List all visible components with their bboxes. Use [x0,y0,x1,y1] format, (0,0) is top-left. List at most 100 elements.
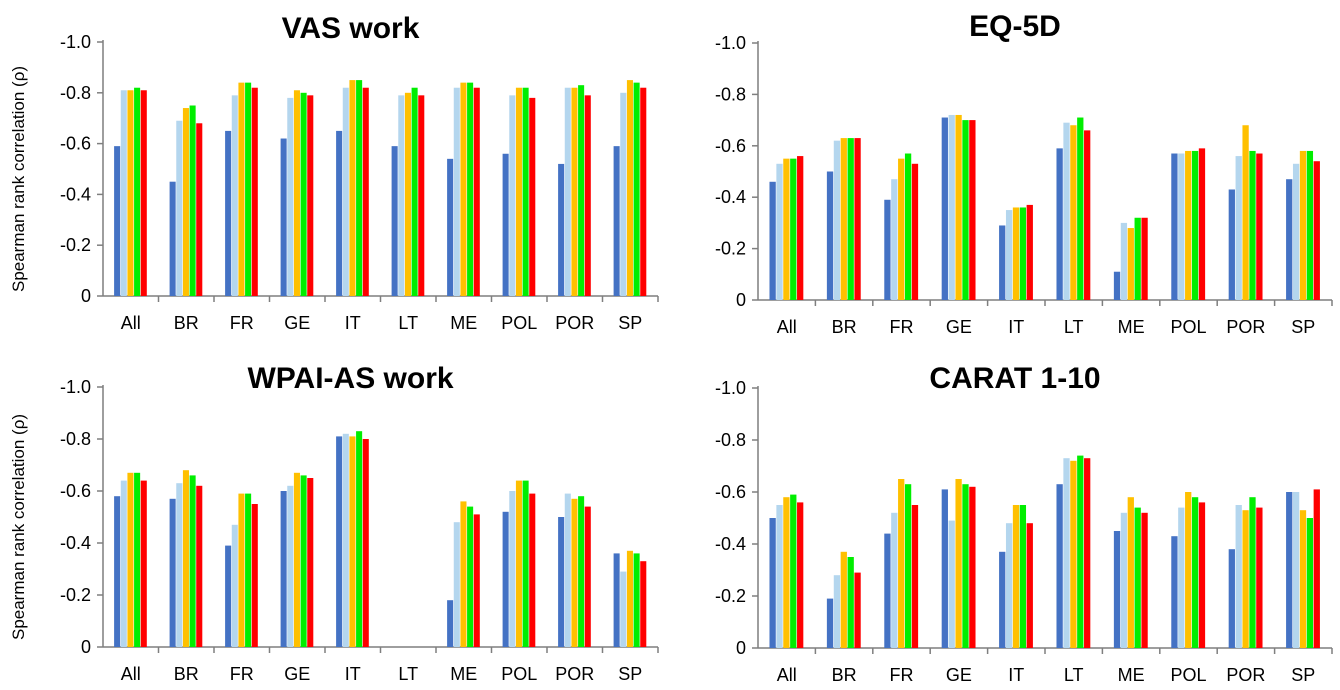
bar [620,92,627,296]
chart-title: VAS work [282,12,420,45]
bar [948,114,955,301]
x-tick-label: All [777,665,797,685]
x-tick-label: POR [555,664,594,684]
x-tick-label: All [777,317,797,337]
x-tick-label: FR [230,664,254,684]
bar [460,82,467,296]
bar [169,181,176,296]
bar [1141,217,1148,300]
x-tick-label: ME [1118,665,1145,685]
x-tick-label: POL [501,313,537,333]
bar [127,90,134,296]
y-tick-label: -0.6 [60,481,91,501]
bar [1127,497,1134,648]
bar [1191,497,1199,648]
bar [1242,125,1249,301]
bar [776,163,783,300]
bar [225,545,232,647]
bar [613,553,620,647]
bar [120,90,127,296]
bar [196,485,203,647]
chart-vas-work: VAS work Spearman rank correlation (ρ) 0 -0… [0,0,670,345]
bar [473,87,480,296]
bar [1120,512,1128,648]
bar [411,87,418,296]
bar [362,439,369,647]
bar [176,120,183,297]
bar [626,550,633,647]
x-tick-label: BR [832,665,857,685]
bar [911,505,919,648]
bar [293,472,300,647]
bar [955,114,962,301]
bar [1249,497,1256,648]
bar [833,140,841,300]
y-tick-label: -0.8 [60,429,91,449]
bar [245,493,252,647]
bar [238,82,245,296]
bar [558,163,565,296]
bar [584,95,591,296]
bar [1256,507,1263,648]
x-tick-label: FR [890,665,914,685]
bar [231,524,238,647]
bar [287,97,294,296]
x-tick-label: All [121,313,141,333]
bar [790,494,797,648]
bar [620,571,627,647]
x-tick-label: POR [1226,317,1265,337]
chart-svg: EQ-5D 0 -0.2 -0.4 -0.6 -0.8 -1.0 All BR FR GE IT LT M… [715,10,1333,337]
bar [1249,150,1256,300]
x-tick-label: LT [398,664,418,684]
bar [626,80,633,296]
x-tick-label: LT [1064,317,1084,337]
bar [833,575,841,648]
x-tick-label: BR [174,313,199,333]
bar [391,146,398,296]
x-tick-label: GE [946,665,972,685]
bar [904,484,912,648]
bar [571,87,578,296]
bar [280,138,287,296]
bar [1235,505,1242,648]
y-tick-label: 0 [81,286,91,306]
bar [790,158,797,300]
x-tick-label: SP [1291,665,1315,685]
bar [1005,523,1013,648]
bar [1286,492,1293,648]
chart-eq-5d: EQ-5D 0 -0.2 -0.4 -0.6 -0.8 -1.0 All BR FR GE IT LT M… [670,0,1340,345]
bar [238,493,245,647]
bar [1292,163,1300,300]
y-tick-label: -0.8 [715,84,746,104]
bar [955,479,962,648]
bar [1127,228,1134,300]
bar [558,517,565,647]
bar [840,138,847,300]
bar [349,80,356,296]
bar [1077,117,1084,300]
y-tick-label: -0.6 [60,134,91,154]
x-tick-label: IT [1008,665,1024,685]
x-tick-label: POL [1170,317,1206,337]
bar [613,146,620,296]
y-tick-label: -1.0 [60,32,91,52]
bar [884,533,891,648]
bar [349,436,356,647]
bar [418,95,425,296]
bar [467,506,474,647]
bar [398,95,405,296]
bar [564,493,571,647]
y-tick-label: -0.4 [715,534,746,554]
bar [1070,125,1077,301]
bar [196,123,203,296]
bar [300,92,307,296]
bar [1012,207,1020,300]
bar [797,156,804,300]
y-tick-label: -0.8 [715,430,746,450]
bar [1056,148,1063,300]
bar [1120,222,1128,300]
x-tick-label: GE [284,313,310,333]
bar [847,138,854,300]
y-tick-label: -0.4 [715,187,746,207]
bar [356,80,363,296]
